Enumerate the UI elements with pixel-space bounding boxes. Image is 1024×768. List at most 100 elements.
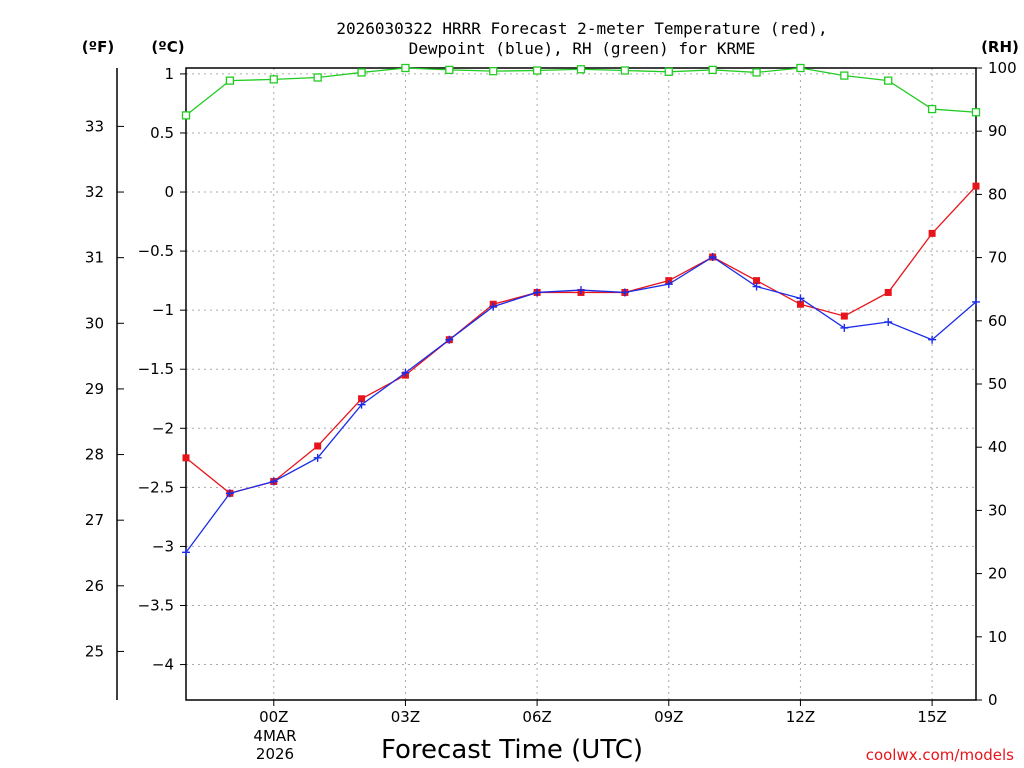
rh-point [357, 68, 366, 77]
celsius-tick-label: 0.5 [150, 124, 174, 142]
dewpoint-point [533, 288, 542, 297]
dewpoint-point [796, 294, 805, 303]
celsius-tick-label: −2.5 [138, 478, 174, 496]
x-tick-label: 03Z [391, 708, 420, 726]
dewpoint-point [840, 323, 849, 332]
fahrenheit-tick-label: 31 [85, 249, 104, 267]
dewpoint-point [445, 335, 454, 344]
rh-point [269, 75, 278, 84]
axes [116, 67, 982, 706]
rh-point [971, 108, 981, 117]
dewpoint-point [225, 489, 234, 498]
celsius-tick-label: 0 [164, 183, 174, 201]
celsius-tick-label: −2 [152, 419, 174, 437]
rh-tick-label: 30 [988, 501, 1007, 519]
rh-point [181, 111, 191, 120]
rh-point [445, 65, 454, 75]
celsius-tick-label: −3.5 [138, 596, 174, 614]
dewpoint-point [664, 280, 673, 289]
temperature-point [972, 182, 980, 190]
temperature-line [185, 185, 977, 494]
rh-point [620, 66, 630, 75]
dewpoint-point [182, 548, 190, 557]
dewpoint-point [357, 400, 366, 409]
x-tick-label: 09Z [654, 708, 683, 726]
fahrenheit-tick-label: 29 [85, 380, 104, 398]
rh-unit-label: (RH) [981, 38, 1019, 56]
temperature-point [840, 312, 848, 320]
temperature-point [753, 277, 761, 285]
fahrenheit-tick-label: 30 [85, 314, 104, 332]
rh-point [532, 66, 542, 75]
grid-lines [186, 68, 976, 700]
rh-tick-label: 80 [988, 185, 1007, 203]
dewpoint-point [269, 477, 278, 486]
celsius-tick-label: −0.5 [138, 242, 174, 260]
chart-title-line2: Dewpoint (blue), RH (green) for KRME [409, 39, 756, 58]
fahrenheit-tick-label: 32 [85, 183, 104, 201]
date-label-year: 2026 [256, 745, 294, 763]
rh-tick-label: 40 [988, 438, 1007, 456]
temperature-point [182, 454, 190, 462]
fahrenheit-tick-label: 27 [85, 511, 104, 529]
rh-point [840, 71, 849, 80]
date-label-month: 4MAR [253, 727, 296, 745]
rh-point [884, 76, 893, 85]
celsius-tick-label: 1 [164, 65, 174, 83]
rh-point [752, 68, 761, 77]
rh-tick-label: 90 [988, 122, 1007, 140]
rh-tick-label: 70 [988, 249, 1007, 267]
rh-point [225, 76, 235, 85]
rh-point [489, 67, 498, 76]
rh-tick-label: 10 [988, 628, 1007, 646]
dewpoint-point [928, 335, 937, 344]
rh-tick-label: 50 [988, 375, 1007, 393]
temperature-point [314, 442, 322, 450]
x-tick-label: 12Z [786, 708, 815, 726]
dewpoint-point [313, 453, 322, 462]
x-tick-label: 06Z [522, 708, 551, 726]
rh-point [664, 67, 673, 76]
temperature-point [884, 288, 892, 296]
rh-point [576, 65, 586, 74]
x-tick-label: 15Z [917, 708, 946, 726]
fahrenheit-tick-label: 25 [85, 642, 104, 660]
x-axis-title: Forecast Time (UTC) [381, 735, 643, 765]
rh-point [708, 65, 717, 75]
fahrenheit-tick-label: 33 [85, 117, 104, 135]
fahrenheit-tick-label: 28 [85, 446, 104, 464]
plot-frame [185, 67, 977, 701]
temperature-point [928, 229, 936, 237]
dewpoint-point [489, 302, 498, 311]
temperature-point [796, 300, 804, 308]
fahrenheit-tick-label: 26 [85, 577, 104, 595]
celsius-tick-label: −1.5 [138, 360, 174, 378]
rh-point [401, 63, 410, 73]
celsius-tick-label: −3 [152, 537, 174, 555]
dewpoint-point [620, 288, 629, 297]
dewpoint-point [708, 253, 717, 262]
rh-point [927, 104, 937, 114]
celsius-unit-label: (ºC) [151, 38, 184, 56]
data-series [181, 63, 981, 557]
rh-line [185, 67, 977, 116]
credit-label: coolwx.com/models [866, 746, 1014, 764]
celsius-tick-label: −4 [152, 656, 174, 674]
rh-point [313, 73, 322, 82]
fahrenheit-unit-label: (ºF) [82, 38, 114, 56]
dewpoint-point [577, 286, 585, 295]
dewpoint-line [185, 256, 977, 553]
dewpoint-point [884, 317, 893, 326]
rh-tick-label: 0 [988, 691, 998, 709]
x-tick-label: 00Z [259, 708, 288, 726]
rh-point [796, 63, 805, 73]
rh-tick-label: 60 [988, 312, 1007, 330]
dewpoint-point [401, 368, 410, 377]
dewpoint-point [752, 282, 761, 291]
rh-tick-label: 20 [988, 565, 1007, 583]
rh-tick-label: 100 [988, 59, 1017, 77]
temperature-point [358, 395, 366, 403]
chart-title-line1: 2026030322 HRRR Forecast 2-meter Tempera… [336, 19, 827, 38]
tick-labels: 00Z 03Z 06Z 09Z 12Z 15Z 1 0.5 0 −0.5 −1 −1.5 −2 −2.5 −… [85, 59, 1017, 726]
